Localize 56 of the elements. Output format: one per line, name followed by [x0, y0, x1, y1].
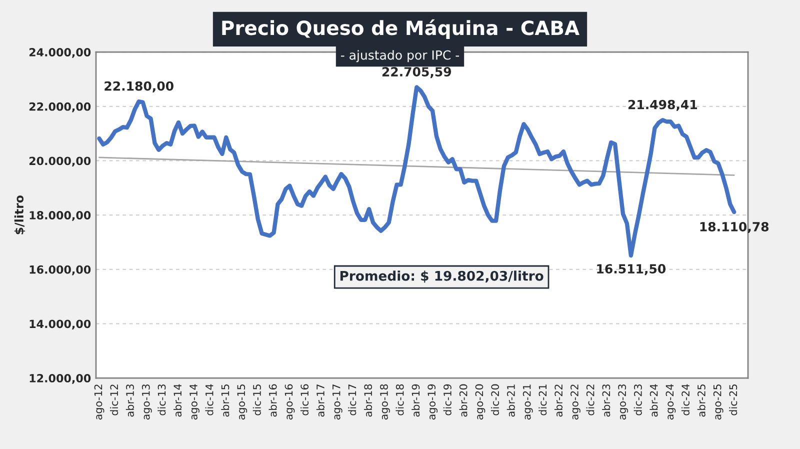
x-tick-label: dic-23 [634, 384, 642, 416]
y-tick-label: 20.000,00 [29, 156, 91, 167]
chart-title: Precio Queso de Máquina - CABA [222, 19, 580, 39]
annotation: Promedio: $ 19.802,03/litro [340, 270, 544, 283]
data-label: 21.498,41 [628, 100, 698, 111]
chart-subtitle: - ajustado por IPC - [340, 50, 460, 62]
x-tick-label: dic-20 [490, 384, 500, 416]
x-tick-label: ago-13 [142, 384, 152, 420]
x-tick-label: dic-24 [681, 384, 690, 416]
x-tick-label: abr-22 [554, 384, 563, 417]
x-tick-label: dic-25 [729, 384, 738, 416]
x-tick-label: abr-21 [506, 384, 515, 417]
y-tick-label: 12.000,00 [30, 374, 91, 384]
y-tick-label: 16.000,00 [30, 265, 91, 276]
x-tick-label: ago-18 [380, 384, 390, 420]
x-tick-label: abr-24 [650, 384, 658, 417]
x-tick-label: dic-13 [158, 384, 166, 416]
x-tick-label: abr-13 [126, 384, 134, 417]
y-tick-label: 14.000,00 [30, 320, 91, 330]
x-tick-label: ago-25 [713, 384, 724, 420]
x-tick-label: ago-20 [475, 384, 486, 420]
x-tick-label: ago-21 [522, 384, 533, 420]
x-tick-label: ago-23 [618, 384, 628, 420]
x-tick-label: abr-15 [221, 384, 230, 417]
x-tick-label: abr-14 [174, 384, 182, 417]
data-label: 22.705,59 [382, 67, 452, 78]
data-label: 22.180,00 [104, 81, 174, 92]
x-tick-label: abr-18 [364, 384, 372, 417]
x-tick-label: dic-16 [300, 384, 309, 416]
data-label: 16.511,50 [597, 264, 666, 276]
x-tick-label: abr-16 [268, 384, 277, 417]
x-tick-label: abr-19 [412, 384, 420, 417]
x-tick-label: ago-22 [570, 384, 580, 420]
x-tick-label: ago-19 [428, 384, 438, 420]
x-tick-label: dic-22 [586, 384, 594, 416]
x-tick-label: ago-15 [237, 384, 248, 420]
x-tick-label: dic-14 [205, 384, 214, 416]
x-tick-label: ago-16 [284, 384, 295, 420]
x-tick-label: abr-20 [459, 384, 468, 417]
x-tick-label: ago-17 [332, 384, 342, 420]
y-tick-label: 18.000,00 [30, 211, 91, 221]
x-tick-label: abr-23 [602, 384, 610, 417]
x-tick-label: dic-17 [348, 384, 356, 416]
y-tick-label: 22.000,00 [29, 102, 91, 112]
x-tick-label: abr-17 [316, 384, 324, 417]
x-tick-label: dic-19 [443, 384, 452, 416]
x-tick-label: dic-18 [396, 384, 404, 416]
y-tick-label: 24.000,00 [29, 48, 91, 58]
x-tick-label: ago-12 [94, 384, 104, 420]
x-tick-label: dic-15 [252, 384, 261, 416]
x-tick-label: dic-12 [110, 384, 118, 416]
y-axis-title: $/litro [14, 195, 26, 234]
x-tick-label: dic-21 [538, 384, 547, 416]
x-tick-label: ago-14 [190, 384, 200, 420]
x-tick-label: abr-25 [697, 384, 706, 417]
x-tick-label: ago-24 [666, 384, 676, 420]
